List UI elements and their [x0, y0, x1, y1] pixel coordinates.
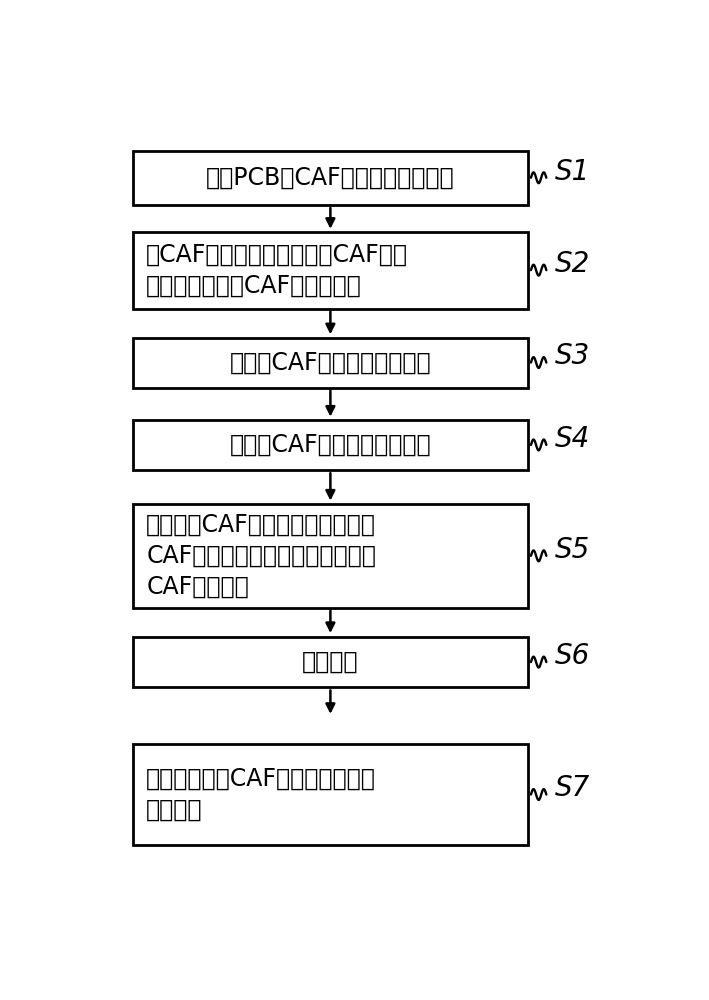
FancyBboxPatch shape: [133, 420, 528, 470]
Text: S4: S4: [554, 425, 590, 453]
Text: 孔到铜CAF测试子模块的设计: 孔到铜CAF测试子模块的设计: [230, 433, 431, 457]
FancyBboxPatch shape: [133, 232, 528, 309]
FancyBboxPatch shape: [133, 504, 528, 608]
FancyBboxPatch shape: [133, 637, 528, 687]
Text: S5: S5: [554, 536, 590, 564]
Text: 确定PCB板CAF测试模块设计层数: 确定PCB板CAF测试模块设计层数: [206, 166, 454, 190]
Text: S1: S1: [554, 158, 590, 186]
Text: 将得到完整的CAF测试模块进行相
关性测试: 将得到完整的CAF测试模块进行相 关性测试: [146, 767, 376, 822]
Text: 孔到孔CAF测试子模块的设计: 孔到孔CAF测试子模块的设计: [230, 351, 431, 375]
FancyBboxPatch shape: [133, 151, 528, 205]
Text: S6: S6: [554, 642, 590, 670]
FancyBboxPatch shape: [133, 338, 528, 388]
Text: 将CAF测试模块分为孔到孔CAF测试
子模块和孔到铜CAF测试子模块: 将CAF测试模块分为孔到孔CAF测试 子模块和孔到铜CAF测试子模块: [146, 243, 408, 297]
Text: 下线生产: 下线生产: [302, 650, 359, 674]
Text: 将孔到孔CAF测试子模块与孔到铜
CAF测试子模块组合拼版成完整的
CAF测试模块: 将孔到孔CAF测试子模块与孔到铜 CAF测试子模块组合拼版成完整的 CAF测试模…: [146, 513, 376, 598]
Text: S2: S2: [554, 250, 590, 278]
FancyBboxPatch shape: [133, 744, 528, 845]
Text: S3: S3: [554, 342, 590, 370]
Text: S7: S7: [554, 774, 590, 802]
